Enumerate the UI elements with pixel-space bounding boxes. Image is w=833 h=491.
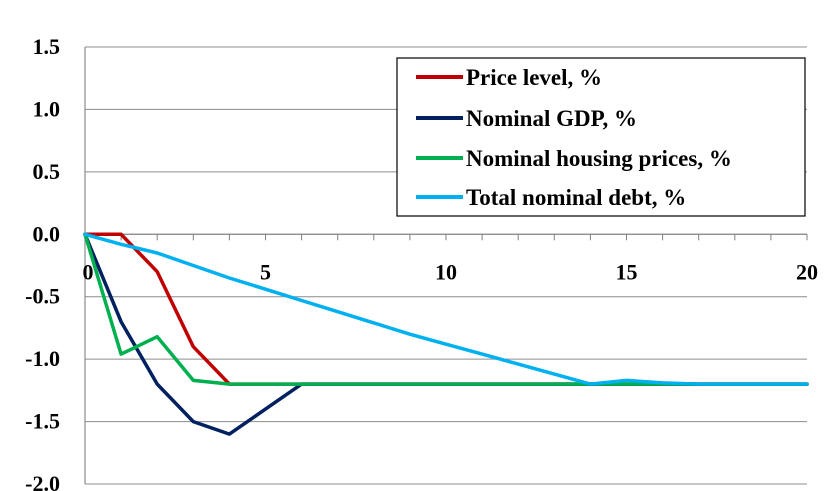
x-tick-label: 15	[616, 259, 638, 284]
x-tick-label: 0	[83, 259, 94, 284]
y-tick-label: -1.0	[25, 346, 60, 371]
x-tick-label: 10	[435, 259, 457, 284]
x-axis-tick-labels: 0 5 10 15 20	[83, 259, 819, 284]
legend-box	[396, 57, 806, 217]
y-tick-label: 0.0	[33, 221, 61, 246]
series-lines	[83, 232, 809, 436]
legend-label: Nominal housing prices, %	[466, 146, 732, 171]
y-axis-tick-labels: 1.5 1.0 0.5 0.0 -0.5 -1.0 -1.5 -2.0	[25, 34, 60, 491]
y-tick-label: 0.5	[33, 159, 61, 184]
y-tick-label: 1.0	[33, 96, 61, 121]
x-tick-label: 20	[796, 259, 818, 284]
y-tick-label: -1.5	[25, 409, 60, 434]
series-line-1	[83, 232, 809, 386]
series-line-3	[83, 232, 809, 386]
axes	[84, 47, 808, 484]
legend: Price level, % Nominal GDP, % Nominal hous…	[396, 57, 806, 217]
y-tick-label: 1.5	[33, 34, 61, 59]
x-tick-label: 5	[260, 259, 271, 284]
legend-label: Price level, %	[466, 65, 602, 90]
series-line-4	[83, 232, 809, 386]
legend-label: Total nominal debt, %	[466, 185, 686, 210]
y-tick-label: -0.5	[25, 284, 60, 309]
legend-label: Nominal GDP, %	[466, 106, 637, 131]
y-tick-label: -2.0	[25, 471, 60, 491]
